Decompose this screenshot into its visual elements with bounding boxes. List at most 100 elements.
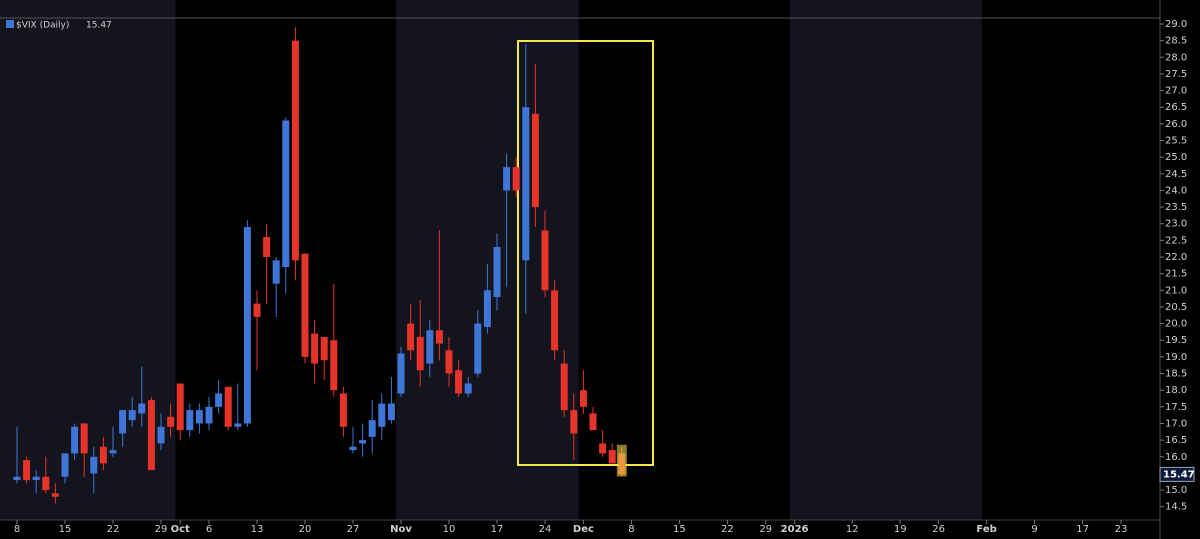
month-band xyxy=(789,0,982,520)
candle-body xyxy=(435,330,443,344)
x-tick-label: 17 xyxy=(491,524,504,535)
candle-body xyxy=(359,440,367,444)
y-tick-label: 19.0 xyxy=(1165,352,1187,363)
candle-body xyxy=(339,393,347,427)
candle-body xyxy=(42,476,50,491)
candle-body xyxy=(378,403,386,427)
candle-body xyxy=(368,420,376,437)
y-tick-label: 24.5 xyxy=(1165,169,1187,180)
candle-body xyxy=(13,476,21,481)
x-tick-label: 23 xyxy=(1115,524,1128,535)
legend-title: $VIX (Daily) xyxy=(16,21,69,31)
x-tick-label: 15 xyxy=(59,524,72,535)
x-tick-label: 8 xyxy=(14,524,20,535)
y-tick-label: 23.0 xyxy=(1165,219,1187,230)
candle-body xyxy=(32,476,40,481)
candle-body xyxy=(99,446,107,464)
candle-body xyxy=(330,340,338,391)
candle-body xyxy=(445,350,453,374)
candle-body xyxy=(253,303,261,317)
x-tick-label: Nov xyxy=(390,524,412,535)
candle-body xyxy=(541,230,549,291)
y-tick-label: 20.5 xyxy=(1165,302,1187,313)
candle-body xyxy=(311,333,319,364)
x-tick-label: 20 xyxy=(299,524,312,535)
candle-body xyxy=(234,423,242,427)
last-price-box xyxy=(1159,466,1195,482)
highlight-box xyxy=(517,40,654,466)
legend-icon xyxy=(6,20,14,28)
x-tick-label: 6 xyxy=(206,524,212,535)
candle-body xyxy=(560,363,568,411)
y-tick-label: 15.0 xyxy=(1165,485,1187,496)
candle-body xyxy=(61,453,69,477)
x-tick-label: 26 xyxy=(932,524,945,535)
y-tick-label: 18.5 xyxy=(1165,369,1187,380)
candle-body xyxy=(426,330,434,364)
y-tick-label: 25.0 xyxy=(1165,152,1187,163)
candle-body xyxy=(224,386,232,427)
x-tick-label: 15 xyxy=(673,524,686,535)
y-tick-label: 23.5 xyxy=(1165,202,1187,213)
candle-body xyxy=(147,400,155,471)
x-tick-label: 22 xyxy=(721,524,734,535)
x-tick-label: 9 xyxy=(1031,524,1037,535)
candle-body xyxy=(215,393,223,407)
y-tick-label: 17.0 xyxy=(1165,418,1187,429)
x-tick-label: 22 xyxy=(107,524,120,535)
y-tick-label: 22.0 xyxy=(1165,252,1187,263)
candle-body xyxy=(503,167,511,191)
candle-body xyxy=(522,107,530,261)
candle-body xyxy=(387,403,395,421)
candle-body xyxy=(464,383,472,394)
x-tick-label: Dec xyxy=(573,524,594,535)
candle-body xyxy=(128,410,136,421)
x-tick-label: 29 xyxy=(155,524,168,535)
candle-body xyxy=(282,120,290,268)
candle-body xyxy=(608,450,616,464)
candle-body xyxy=(23,460,31,481)
candle-body xyxy=(243,227,251,424)
y-tick-label: 28.0 xyxy=(1165,52,1187,63)
x-tick-label: 19 xyxy=(894,524,907,535)
y-tick-label: 24.0 xyxy=(1165,185,1187,196)
candle-body xyxy=(119,410,127,434)
candle-body xyxy=(109,450,117,454)
y-tick-label: 16.5 xyxy=(1165,435,1187,446)
candle-body xyxy=(71,426,79,454)
y-tick-label: 17.5 xyxy=(1165,402,1187,413)
candle-body xyxy=(483,290,491,327)
candle-body xyxy=(176,383,184,431)
candle-body xyxy=(397,353,405,394)
candle-body xyxy=(263,237,271,258)
candle-body xyxy=(407,323,415,351)
y-tick-label: 27.5 xyxy=(1165,69,1187,80)
y-tick-label: 21.0 xyxy=(1165,285,1187,296)
candle-body xyxy=(531,113,539,208)
y-tick-label: 27.0 xyxy=(1165,86,1187,97)
y-tick-label: 18.0 xyxy=(1165,385,1187,396)
candle-body xyxy=(80,423,88,454)
candle-body xyxy=(186,410,194,431)
x-tick-label: 8 xyxy=(628,524,634,535)
candle-body xyxy=(512,167,520,191)
candle-body xyxy=(349,446,357,451)
x-tick-label: Feb xyxy=(976,524,996,535)
candle-body xyxy=(157,426,165,444)
candle-body xyxy=(589,413,597,431)
candle-body xyxy=(320,336,328,361)
x-tick-label: 13 xyxy=(251,524,264,535)
x-tick-label: 27 xyxy=(347,524,360,535)
candle-body xyxy=(291,40,299,261)
x-tick-label: 29 xyxy=(759,524,772,535)
last-highlight xyxy=(616,444,627,477)
month-band xyxy=(396,0,579,520)
y-tick-label: 28.5 xyxy=(1165,36,1187,47)
last-price-label: 15.47 xyxy=(1163,469,1195,480)
candle-body xyxy=(195,410,203,424)
candle-body xyxy=(551,290,559,351)
candle-body xyxy=(455,370,463,394)
candle-body xyxy=(599,443,607,454)
x-tick-label: 12 xyxy=(846,524,859,535)
